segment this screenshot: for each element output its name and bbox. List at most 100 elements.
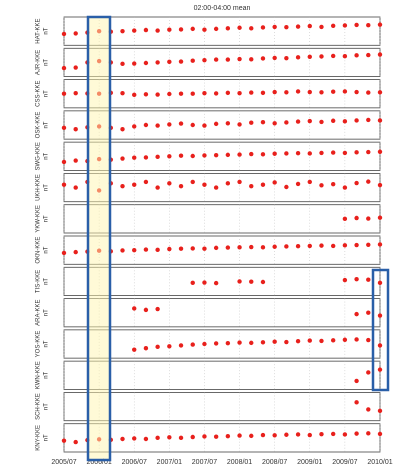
data-point xyxy=(120,90,125,96)
data-point xyxy=(249,120,254,125)
data-point xyxy=(213,185,219,190)
data-point xyxy=(307,432,312,438)
data-point xyxy=(366,90,371,95)
data-point xyxy=(330,338,336,343)
data-point xyxy=(284,120,289,125)
chart-title: 02:00-04:00 mean xyxy=(194,5,251,12)
data-point xyxy=(307,89,312,95)
data-point xyxy=(307,23,312,29)
data-point xyxy=(342,185,348,190)
data-point xyxy=(272,151,277,156)
data-point xyxy=(143,155,149,160)
panel-label: SWG-KKE xyxy=(36,142,42,170)
data-point xyxy=(377,280,383,286)
panel-frame xyxy=(63,423,381,453)
panel-frame xyxy=(63,204,381,234)
data-point xyxy=(213,91,219,96)
data-point xyxy=(190,122,195,128)
panel-unit: nT xyxy=(44,27,50,34)
data-point xyxy=(190,434,195,440)
data-point xyxy=(237,245,242,250)
data-point xyxy=(366,337,371,343)
data-point xyxy=(330,150,336,155)
data-point xyxy=(260,340,266,345)
data-point xyxy=(202,123,207,128)
data-point xyxy=(377,313,383,318)
data-point xyxy=(260,25,266,30)
panel-label: ARA-KKE xyxy=(36,300,42,326)
data-point xyxy=(366,242,371,247)
data-point xyxy=(272,339,277,344)
data-point xyxy=(342,337,348,342)
x-tick-label: 2009/07 xyxy=(332,459,357,466)
data-point xyxy=(284,339,289,345)
data-point xyxy=(272,24,277,30)
data-point xyxy=(213,280,219,286)
data-point xyxy=(342,432,348,437)
data-point xyxy=(225,181,231,186)
data-point xyxy=(190,179,195,185)
panel-frame xyxy=(63,16,381,46)
data-point xyxy=(377,367,383,372)
data-point xyxy=(202,182,207,187)
data-point xyxy=(202,341,207,347)
panel-label: OKN-KKE xyxy=(36,237,42,264)
data-point xyxy=(342,216,348,222)
data-point xyxy=(260,152,266,157)
data-point xyxy=(354,89,359,95)
data-point xyxy=(366,370,371,375)
data-point xyxy=(319,431,324,437)
data-point xyxy=(237,340,242,345)
data-point xyxy=(377,242,383,247)
data-point xyxy=(202,280,207,285)
data-point xyxy=(307,179,312,185)
data-point xyxy=(167,181,172,186)
data-point xyxy=(377,431,383,437)
data-point xyxy=(213,245,219,251)
data-point xyxy=(237,122,242,127)
data-point xyxy=(377,118,383,123)
data-point xyxy=(330,181,336,187)
data-point xyxy=(213,57,219,62)
data-point xyxy=(330,243,336,249)
data-point xyxy=(167,59,172,65)
data-point xyxy=(120,28,125,34)
data-point xyxy=(354,431,359,436)
data-point xyxy=(132,92,137,98)
data-point xyxy=(132,61,137,66)
data-point xyxy=(260,279,266,285)
data-point xyxy=(272,89,277,95)
data-point xyxy=(272,433,277,438)
data-point xyxy=(354,400,359,405)
data-point xyxy=(249,340,254,346)
data-point xyxy=(237,179,242,185)
data-point xyxy=(260,90,266,96)
data-point xyxy=(342,89,348,94)
data-point xyxy=(120,436,125,442)
data-point xyxy=(366,407,371,412)
data-point xyxy=(225,152,231,158)
data-point xyxy=(260,56,266,61)
data-point xyxy=(143,122,149,128)
x-tick-label: 2007/01 xyxy=(157,459,182,466)
panel-label: OSK-KKE xyxy=(36,112,42,139)
panel-unit: nT xyxy=(44,184,50,191)
data-point xyxy=(167,246,172,252)
data-point xyxy=(178,121,184,126)
data-point xyxy=(190,280,195,286)
data-point xyxy=(61,182,67,187)
data-point xyxy=(330,53,336,59)
panel-unit: nT xyxy=(44,403,50,410)
data-point xyxy=(272,55,277,61)
data-point xyxy=(155,154,160,160)
data-point xyxy=(295,89,301,94)
data-point xyxy=(178,91,184,96)
data-point xyxy=(366,23,371,28)
data-point xyxy=(260,432,266,438)
data-point xyxy=(366,149,371,155)
data-point xyxy=(249,57,254,62)
panel-label: HAT-KKE xyxy=(36,19,42,44)
data-point xyxy=(120,156,125,161)
panel-unit: nT xyxy=(44,434,50,441)
